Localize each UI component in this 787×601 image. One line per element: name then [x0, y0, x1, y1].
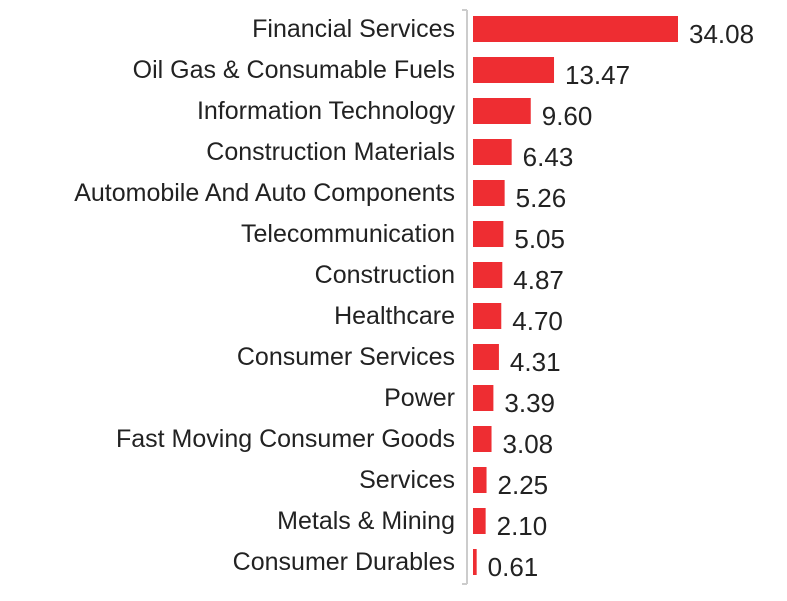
bar [473, 508, 486, 534]
category-label: Fast Moving Consumer Goods [116, 425, 455, 453]
bar [473, 344, 499, 370]
bar [473, 262, 503, 288]
bar [473, 549, 477, 575]
category-label: Metals & Mining [277, 507, 455, 535]
value-label: 5.26 [516, 183, 567, 213]
value-label: 3.39 [504, 388, 555, 418]
axis-layer [462, 9, 468, 585]
value-label: 4.87 [513, 265, 564, 295]
bar [473, 57, 555, 83]
category-label: Automobile And Auto Components [74, 179, 455, 207]
value-label: 0.61 [488, 552, 539, 582]
bars-layer [473, 16, 678, 575]
value-label: 4.31 [510, 347, 561, 377]
category-label: Healthcare [334, 302, 455, 330]
category-labels-layer: Financial Services Oil Gas & Consumable F… [74, 15, 455, 576]
bar [473, 385, 494, 411]
value-labels-layer: 34.08 13.47 9.60 6.43 5.26 5.05 4.87 4.70 4.31 3.… [488, 19, 754, 582]
bar [473, 221, 504, 247]
value-label: 2.10 [497, 511, 548, 541]
value-label: 34.08 [689, 19, 754, 49]
bar [473, 180, 505, 206]
category-label: Services [359, 466, 455, 494]
category-label: Construction Materials [206, 138, 455, 166]
category-label: Telecommunication [241, 220, 455, 248]
bar [473, 467, 487, 493]
bar [473, 139, 512, 165]
bar [473, 426, 492, 452]
category-label: Information Technology [197, 97, 456, 125]
bar [473, 303, 502, 329]
value-label: 3.08 [503, 429, 554, 459]
value-label: 4.70 [512, 306, 563, 336]
category-label: Consumer Durables [233, 548, 455, 576]
value-label: 9.60 [542, 101, 593, 131]
category-label: Construction [315, 261, 455, 289]
value-label: 5.05 [514, 224, 565, 254]
value-label: 6.43 [523, 142, 574, 172]
category-label: Consumer Services [237, 343, 455, 371]
category-label: Financial Services [252, 15, 455, 43]
value-label: 13.47 [565, 60, 630, 90]
bar [473, 16, 678, 42]
bar [473, 98, 531, 124]
value-label: 2.25 [498, 470, 549, 500]
category-label: Oil Gas & Consumable Fuels [133, 56, 455, 84]
category-label: Power [384, 384, 455, 412]
